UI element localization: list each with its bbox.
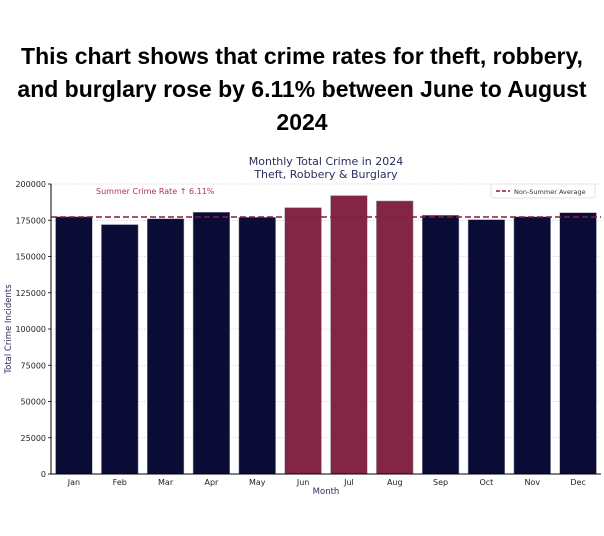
bar-jun xyxy=(284,207,322,475)
x-tick-label: Jun xyxy=(296,478,310,487)
x-tick-label: Jan xyxy=(67,478,80,487)
x-tick-label: Aug xyxy=(387,478,403,487)
chart-title: Monthly Total Crime in 2024 xyxy=(249,155,403,168)
x-tick-label: Oct xyxy=(479,478,493,487)
x-tick-label: May xyxy=(249,478,266,487)
summer-annotation: Summer Crime Rate ↑ 6.11% xyxy=(96,187,215,196)
bar-oct xyxy=(467,219,506,475)
x-tick-label: Apr xyxy=(204,478,219,487)
x-tick-label: Dec xyxy=(570,478,585,487)
y-tick-label: 125000 xyxy=(15,289,46,298)
bar-feb xyxy=(101,224,139,475)
y-tick-label: 0 xyxy=(41,470,46,479)
y-tick-label: 75000 xyxy=(21,361,46,370)
chart-subtitle: Theft, Robbery & Burglary xyxy=(253,168,398,181)
y-tick-label: 100000 xyxy=(15,325,46,334)
y-tick-label: 50000 xyxy=(21,398,46,407)
bar-may xyxy=(238,217,276,475)
x-tick-label: Mar xyxy=(158,478,174,487)
y-tick-label: 150000 xyxy=(15,253,46,262)
bar-nov xyxy=(513,216,551,475)
x-tick-label: Jul xyxy=(343,478,354,487)
x-tick-label: Sep xyxy=(433,478,448,487)
y-tick-label: 175000 xyxy=(15,216,46,225)
bar-mar xyxy=(147,218,185,475)
y-tick-label: 25000 xyxy=(21,434,46,443)
bar-dec xyxy=(559,212,597,475)
bar-aug xyxy=(376,200,414,475)
bar-jul xyxy=(330,195,368,475)
bar-jan xyxy=(55,216,93,475)
x-axis-label: Month xyxy=(313,487,340,497)
bar-apr xyxy=(192,212,230,475)
x-tick-label: Feb xyxy=(113,478,127,487)
bar-sep xyxy=(422,215,460,475)
legend-box xyxy=(490,183,596,199)
legend-label: Non-Summer Average xyxy=(514,188,586,196)
headline: This chart shows that crime rates for th… xyxy=(17,43,587,135)
x-tick-label: Nov xyxy=(524,478,540,487)
y-axis-label: Total Crime Incidents xyxy=(4,284,14,375)
y-tick-label: 200000 xyxy=(15,180,46,189)
